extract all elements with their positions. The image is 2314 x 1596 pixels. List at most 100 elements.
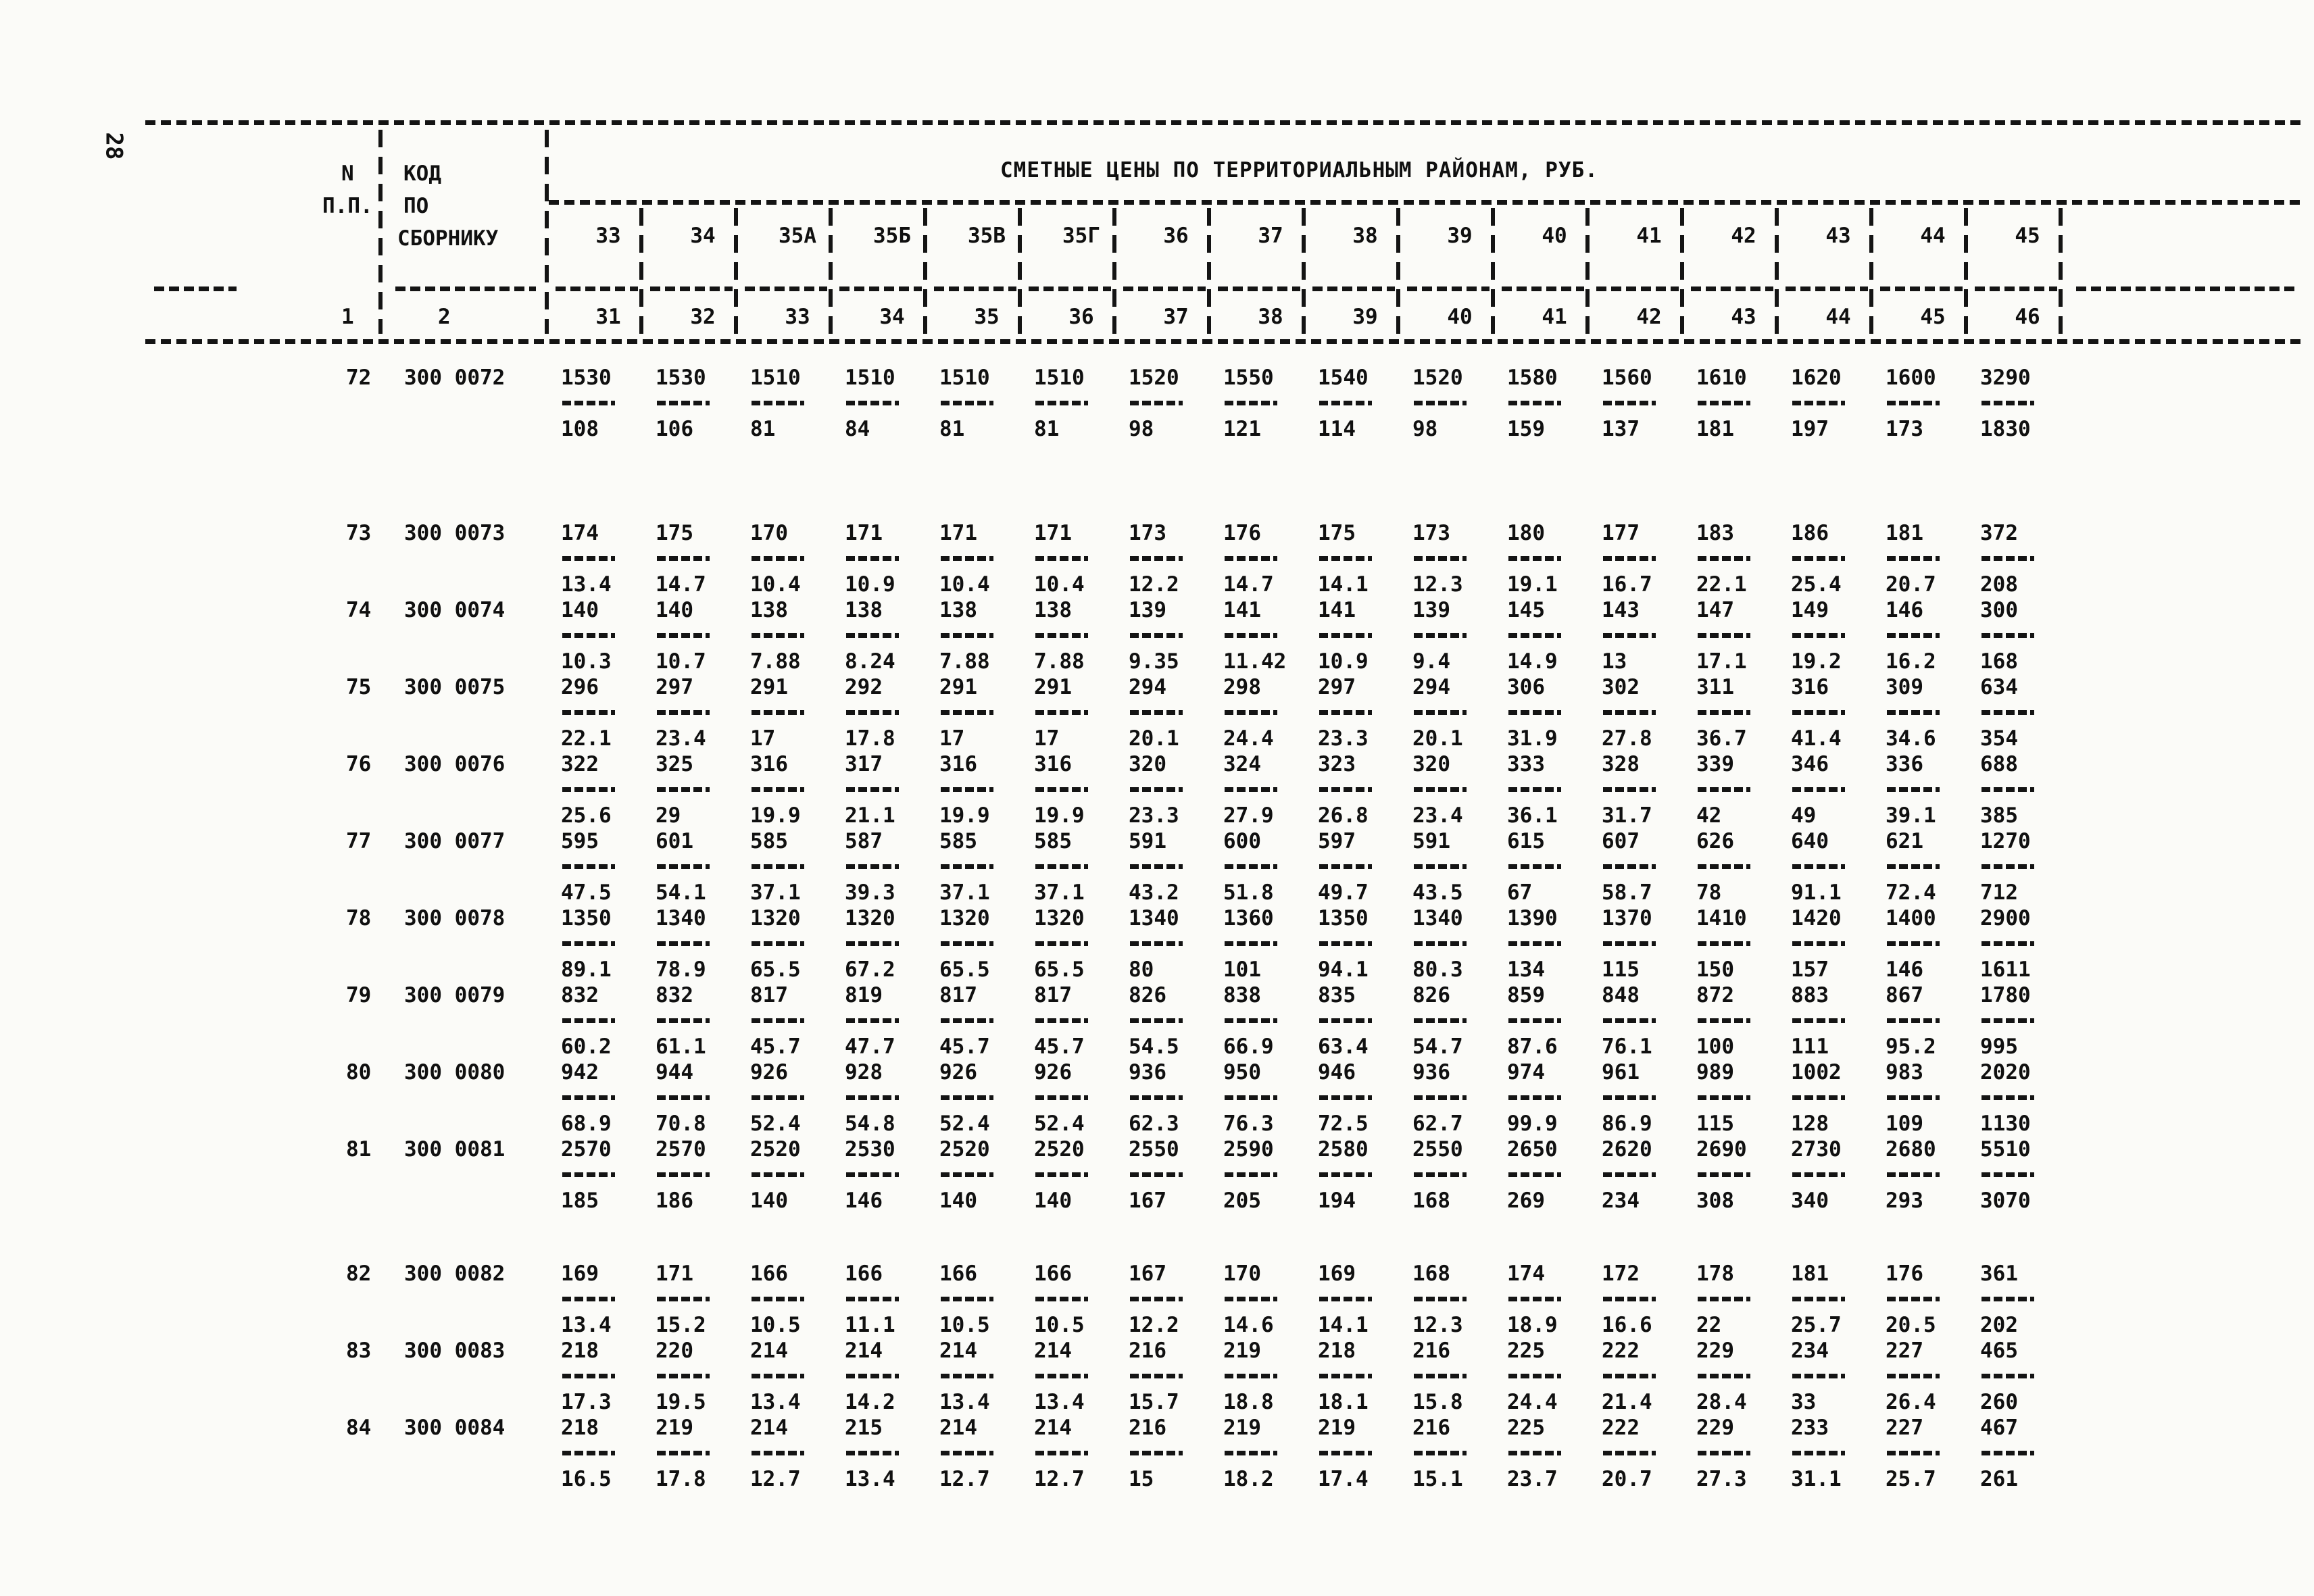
price-lower: 385 — [1980, 803, 2018, 828]
separator-segment — [745, 286, 827, 291]
price-upper: 169 — [1318, 1262, 1356, 1286]
price-cell: 600 51.8 — [1223, 828, 1318, 905]
table-row: 75 300 0075 296 22.1 297 23.4 291 17 292 17.8 291 1… — [0, 674, 2314, 751]
fraction-dash — [1223, 1008, 1318, 1034]
fraction-dash — [1223, 931, 1318, 957]
fraction-dash — [1980, 391, 2075, 416]
price-lower: 146 — [1886, 957, 1923, 982]
fraction-dash — [561, 931, 656, 957]
price-lower: 45.7 — [1034, 1034, 1085, 1059]
col-header-pp: П.П. — [322, 194, 373, 218]
col-index-label: 39 — [1352, 305, 1378, 329]
row-cells: 218 17.3 220 19.5 214 13.4 214 14.2 214 13.4 214 13… — [561, 1338, 2075, 1415]
column-separator — [2059, 208, 2063, 334]
fraction-dash — [1318, 391, 1412, 416]
price-upper: 176 — [1886, 1262, 1923, 1286]
price-cell: 946 72.5 — [1318, 1059, 1412, 1137]
price-cell: 218 18.1 — [1318, 1338, 1412, 1415]
fraction-dash — [1507, 391, 1602, 416]
col-header-code-3: СБОРНИКУ — [397, 226, 499, 251]
fraction-dash — [1412, 391, 1507, 416]
price-lower: 140 — [1034, 1189, 1072, 1213]
column-separator — [378, 130, 383, 334]
price-lower: 60.2 — [561, 1034, 612, 1059]
separator-segment — [1407, 286, 1490, 291]
price-cell: 2520 140 — [750, 1137, 845, 1214]
price-cell: 214 13.4 — [750, 1338, 845, 1415]
title-underline-rule — [549, 200, 2303, 205]
price-upper: 227 — [1886, 1416, 1923, 1440]
price-cell: 173 12.2 — [1129, 520, 1223, 597]
price-lower: 17.8 — [656, 1467, 706, 1491]
price-cell: 214 14.2 — [845, 1338, 939, 1415]
district-col-label: 41 — [1636, 224, 1662, 248]
price-lower: 14.2 — [845, 1390, 895, 1414]
fraction-dash — [1696, 777, 1791, 803]
price-upper: 3290 — [1980, 366, 2031, 390]
price-upper: 320 — [1412, 752, 1450, 776]
price-cell: 140 10.7 — [656, 597, 750, 674]
price-upper: 2680 — [1886, 1137, 1936, 1162]
fraction-dash — [1034, 391, 1129, 416]
separator-segment — [1880, 286, 1963, 291]
price-lower: 23.3 — [1318, 726, 1369, 751]
district-col-label: 33 — [595, 224, 621, 248]
price-upper: 826 — [1129, 983, 1166, 1007]
col-index-label: 33 — [785, 305, 810, 329]
price-upper: 294 — [1412, 675, 1450, 699]
price-cell: 225 23.7 — [1507, 1415, 1602, 1492]
row-code: 300 0074 — [404, 598, 506, 622]
price-cell: 372 208 — [1980, 520, 2075, 597]
fraction-dash — [656, 931, 750, 957]
price-upper: 591 — [1412, 829, 1450, 853]
fraction-dash — [1034, 1085, 1129, 1111]
price-upper: 5510 — [1980, 1137, 2031, 1162]
price-lower: 20.7 — [1886, 572, 1936, 597]
price-upper: 320 — [1129, 752, 1166, 776]
price-lower: 712 — [1980, 880, 2018, 905]
price-upper: 181 — [1886, 521, 1923, 545]
fraction-dash — [561, 391, 656, 416]
price-lower: 52.4 — [1034, 1112, 1085, 1136]
column-separator — [639, 208, 643, 334]
price-upper: 216 — [1412, 1339, 1450, 1363]
price-upper: 1400 — [1886, 906, 1936, 930]
price-cell: 216 15.7 — [1129, 1338, 1223, 1415]
price-upper: 1510 — [939, 366, 990, 390]
price-upper: 149 — [1791, 598, 1829, 622]
price-lower: 67 — [1507, 880, 1533, 905]
price-lower: 18.2 — [1223, 1467, 1274, 1491]
separator-segment — [1691, 286, 1773, 291]
price-lower: 37.1 — [1034, 880, 1085, 905]
district-col-label: 45 — [2015, 224, 2040, 248]
fraction-dash — [1129, 623, 1223, 649]
row-cells: 2570 185 2570 186 2520 140 2530 146 2520 140 2520 1… — [561, 1137, 2075, 1214]
price-lower: 100 — [1696, 1034, 1734, 1059]
price-cell: 835 63.4 — [1318, 982, 1412, 1059]
price-lower: 19.1 — [1507, 572, 1558, 597]
price-lower: 70.8 — [656, 1112, 706, 1136]
col-header-code-2: ПО — [403, 194, 429, 218]
price-upper: 1520 — [1129, 366, 1179, 390]
fraction-dash — [939, 1162, 1034, 1188]
price-cell: 974 99.9 — [1507, 1059, 1602, 1137]
price-cell: 171 15.2 — [656, 1261, 750, 1338]
price-lower: 21.1 — [845, 803, 895, 828]
price-upper: 311 — [1696, 675, 1734, 699]
price-cell: 688 385 — [1980, 751, 2075, 828]
price-lower: 99.9 — [1507, 1112, 1558, 1136]
price-cell: 1320 65.5 — [939, 905, 1034, 982]
price-cell: 1320 67.2 — [845, 905, 939, 982]
price-upper: 306 — [1507, 675, 1545, 699]
price-lower: 12.3 — [1412, 572, 1463, 597]
price-upper: 170 — [1223, 1262, 1261, 1286]
fraction-dash — [561, 700, 656, 726]
fraction-dash — [1034, 854, 1129, 880]
row-code: 300 0080 — [404, 1060, 506, 1084]
price-upper: 316 — [750, 752, 788, 776]
price-cell: 989 115 — [1696, 1059, 1791, 1137]
price-upper: 832 — [561, 983, 599, 1007]
column-separator — [829, 208, 833, 334]
price-lower: 86.9 — [1602, 1112, 1652, 1136]
price-upper: 819 — [845, 983, 883, 1007]
